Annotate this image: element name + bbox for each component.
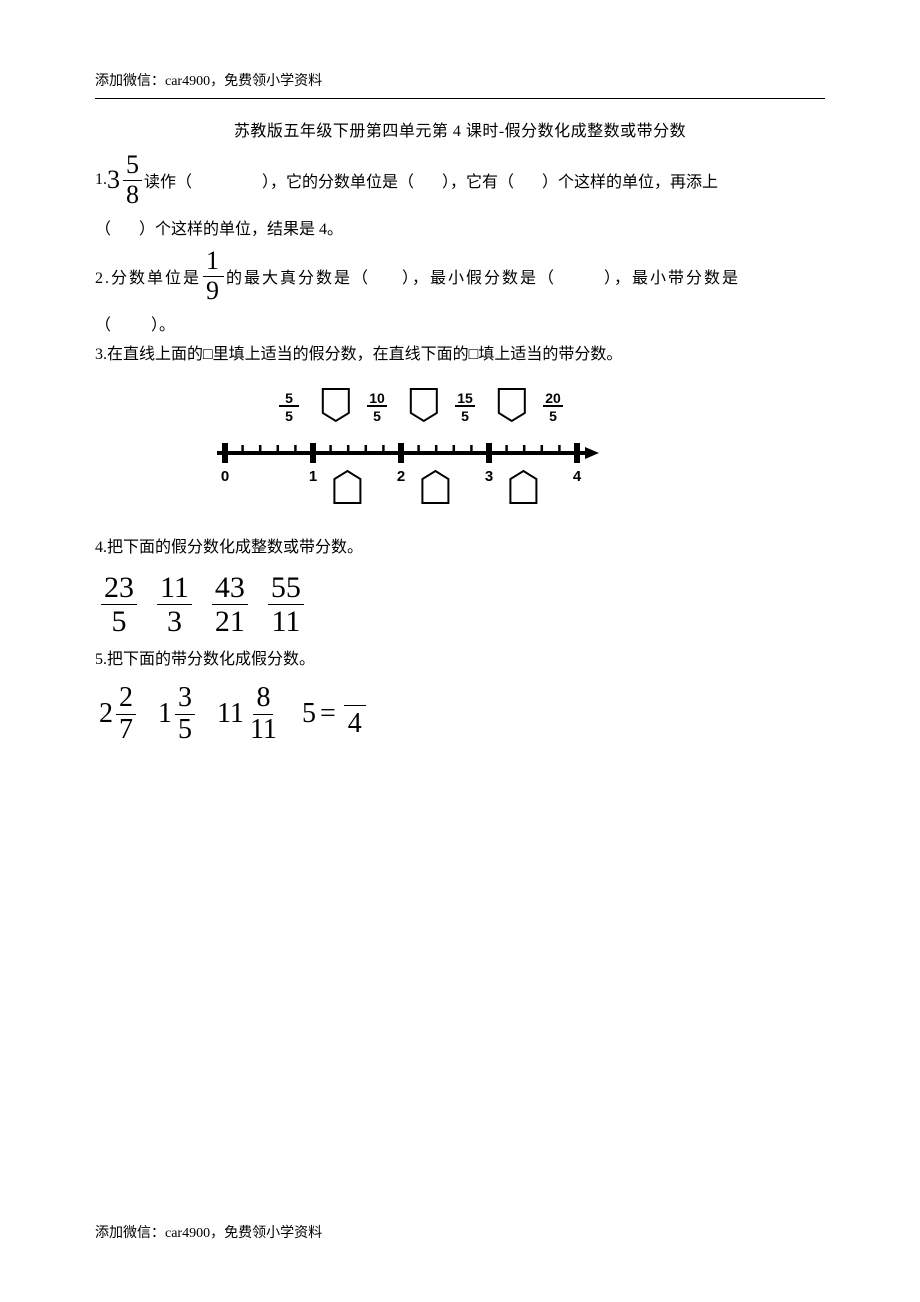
question-4-fractions: 23511343215511 (99, 571, 825, 638)
q1-whole: 3 (107, 165, 120, 195)
fraction: 5511 (268, 571, 304, 638)
q1-denominator: 8 (123, 181, 142, 210)
numerator: 2 (116, 683, 136, 715)
whole: 11 (217, 698, 244, 730)
q2-text-c: ），最小假分数是（ (402, 264, 556, 288)
denominator: 11 (268, 605, 303, 638)
blank-numerator[interactable] (344, 688, 366, 706)
q2-line2-b: ）。 (151, 311, 175, 335)
eq-left: 5 (302, 698, 316, 730)
q2-line2-a: （ (95, 311, 111, 335)
question-3-text: 3.在直线上面的□里填上适当的假分数，在直线下面的□填上适当的带分数。 (95, 337, 825, 372)
q1-text-b: ），它的分数单位是（ (262, 168, 414, 192)
svg-text:20: 20 (545, 390, 561, 406)
svg-text:2: 2 (397, 468, 405, 485)
q1-mixed-number: 3 5 8 (107, 151, 144, 209)
question-2-line1: 2.分数单位是 1 9 的最大真分数是（ ），最小假分数是（ ），最小带分数是 (95, 247, 825, 305)
svg-text:10: 10 (369, 390, 385, 406)
q1-numerator: 5 (123, 151, 142, 181)
equals-sign: = (320, 698, 336, 730)
svg-text:5: 5 (285, 390, 293, 406)
question-5-items: 227135118115=4 (99, 683, 825, 746)
q1-text-d: ）个这样的单位，再添上 (542, 168, 718, 192)
whole: 1 (158, 698, 172, 730)
numerator: 8 (253, 683, 273, 715)
q2-text-a: 2.分数单位是 (95, 264, 201, 288)
page-footer: 添加微信：car4900，免费领小学资料 (95, 1222, 322, 1242)
mixed-number: 227 (99, 683, 138, 746)
mixed-number: 11811 (217, 683, 282, 746)
q1-line2-a: （ (95, 215, 111, 239)
page-header: 添加微信：car4900，免费领小学资料 (95, 70, 825, 90)
q2-text-b: 的最大真分数是（ (226, 264, 370, 288)
svg-text:0: 0 (221, 468, 229, 485)
q2-text-d: ），最小带分数是 (604, 264, 740, 288)
horizontal-rule (95, 98, 825, 99)
fraction: 235 (101, 571, 137, 638)
svg-text:1: 1 (309, 468, 317, 485)
eq-denominator: 4 (348, 706, 362, 740)
svg-text:5: 5 (549, 408, 557, 424)
svg-text:5: 5 (373, 408, 381, 424)
q1-prefix: 1. (95, 171, 107, 189)
q1-line2-b: ）个这样的单位，结果是 4。 (139, 215, 343, 239)
svg-text:5: 5 (285, 408, 293, 424)
question-1-line1: 1. 3 5 8 读作（ ），它的分数单位是（ ），它有（ ）个这样的单位，再添… (95, 151, 825, 209)
numerator: 43 (212, 571, 248, 605)
svg-text:3: 3 (485, 468, 493, 485)
denominator: 11 (247, 715, 280, 746)
question-2-line2: （ ）。 (95, 311, 825, 335)
fraction: 113 (157, 571, 192, 638)
svg-text:15: 15 (457, 390, 473, 406)
question-1-line2: （ ）个这样的单位，结果是 4。 (95, 215, 825, 239)
svg-text:5: 5 (461, 408, 469, 424)
denominator: 5 (175, 715, 195, 746)
denominator: 3 (164, 605, 185, 638)
worksheet-title: 苏教版五年级下册第四单元第 4 课时-假分数化成整数或带分数 (95, 117, 825, 141)
denominator: 5 (109, 605, 130, 638)
question-4-title: 4.把下面的假分数化成整数或带分数。 (95, 530, 825, 565)
number-line-diagram: 0 1 2 3 4 5 5 10 5 15 5 20 5 (205, 381, 825, 516)
q1-text-c: ），它有（ (442, 168, 514, 192)
q2-fraction: 1 9 (203, 247, 224, 305)
q2-numerator: 1 (203, 247, 224, 277)
mixed-number: 135 (158, 683, 197, 746)
q2-denominator: 9 (203, 277, 224, 306)
q1-text-a: 读作（ (144, 168, 192, 192)
denominator: 21 (212, 605, 248, 638)
numerator: 11 (157, 571, 192, 605)
numerator: 23 (101, 571, 137, 605)
numerator: 55 (268, 571, 304, 605)
svg-text:4: 4 (573, 468, 582, 485)
equation: 5= 4 (302, 688, 366, 740)
fraction: 4321 (212, 571, 248, 638)
denominator: 7 (116, 715, 136, 746)
whole: 2 (99, 698, 113, 730)
numerator: 3 (175, 683, 195, 715)
question-5-title: 5.把下面的带分数化成假分数。 (95, 642, 825, 677)
